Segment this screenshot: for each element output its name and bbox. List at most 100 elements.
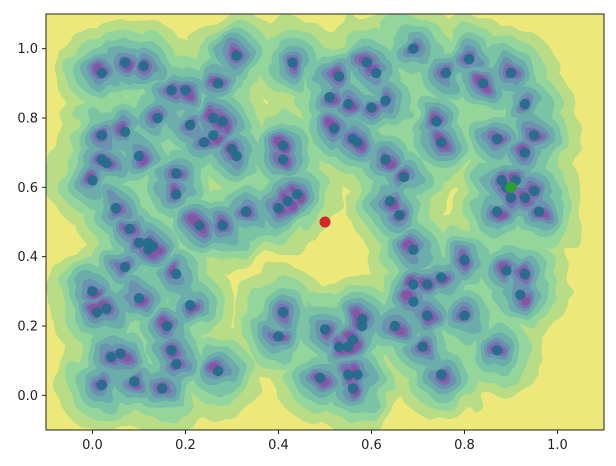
data-point: [91, 306, 103, 318]
contour-level-6: [84, 40, 547, 397]
data-point: [347, 133, 359, 144]
data-point: [273, 202, 284, 214]
data-point: [212, 78, 224, 89]
data-point: [166, 85, 177, 96]
data-point: [408, 244, 419, 255]
data-point: [119, 126, 131, 138]
data-point: [436, 369, 447, 380]
plot-frame: [45, 13, 605, 431]
data-point: [477, 78, 489, 89]
data-point: [110, 202, 121, 214]
data-point: [505, 67, 517, 79]
data-point: [357, 320, 368, 332]
data-point: [431, 116, 442, 127]
data-point: [505, 192, 517, 203]
data-point: [491, 133, 503, 144]
data-point: [133, 293, 145, 304]
data-point: [380, 95, 391, 106]
x-tick-label: 0.2: [175, 438, 196, 453]
data-point: [133, 237, 145, 248]
data-point: [161, 320, 173, 332]
density-contours: [46, 14, 585, 430]
data-point: [408, 296, 419, 307]
data-point: [217, 220, 228, 231]
data-point: [519, 268, 531, 280]
data-point: [212, 365, 224, 377]
data-point: [277, 140, 289, 151]
x-axis: 0.0 0.2 0.4 0.6 0.8 1.0: [82, 430, 568, 453]
y-tick-label: 0.4: [17, 250, 38, 265]
data-point: [277, 306, 289, 318]
data-point: [105, 352, 117, 363]
data-point: [198, 137, 210, 148]
data-point: [133, 150, 145, 162]
data-point: [529, 130, 540, 141]
data-point: [240, 206, 252, 217]
data-point: [529, 185, 540, 196]
data-point: [440, 67, 452, 79]
data-point: [147, 241, 159, 252]
data-point: [129, 376, 140, 387]
data-point: [519, 98, 531, 110]
data-point: [115, 348, 126, 359]
data-point: [347, 334, 359, 346]
data-point: [87, 175, 98, 186]
data-point: [217, 116, 228, 127]
data-point: [343, 369, 354, 380]
data-point: [282, 196, 293, 207]
data-point: [157, 383, 168, 394]
data-point: [333, 71, 345, 82]
x-tick-label: 0.6: [361, 438, 382, 453]
data-point: [533, 206, 545, 217]
data-point: [408, 43, 419, 54]
data-point: [119, 57, 131, 68]
data-point: [436, 137, 447, 148]
data-point: [287, 57, 298, 68]
data-point: [515, 289, 526, 300]
data-point: [519, 192, 531, 203]
data-point: [408, 279, 419, 290]
x-tick-label: 0.4: [268, 438, 289, 453]
data-point: [459, 254, 470, 266]
data-point: [491, 345, 503, 356]
data-point: [343, 98, 354, 110]
data-point: [394, 209, 405, 221]
data-point: [184, 119, 196, 131]
y-tick-label: 0.0: [17, 389, 38, 404]
data-point: [366, 102, 377, 113]
data-point: [463, 53, 475, 65]
plot-area: [46, 14, 604, 430]
data-point: [180, 85, 191, 96]
highlight-points: [319, 181, 517, 228]
data-point: [119, 261, 131, 273]
data-point: [184, 300, 196, 311]
data-point: [329, 123, 340, 134]
highlight-point: [319, 216, 331, 228]
data-point: [208, 112, 219, 124]
data-point: [417, 341, 428, 352]
data-point: [436, 272, 447, 283]
data-point: [291, 189, 303, 200]
data-point: [501, 265, 512, 276]
x-tick-label: 1.0: [547, 438, 568, 453]
data-point: [422, 310, 433, 321]
data-point: [101, 303, 112, 314]
data-point: [124, 223, 135, 235]
data-point: [96, 67, 108, 79]
data-point: [315, 372, 326, 384]
data-point: [389, 320, 400, 332]
y-tick-label: 1.0: [17, 42, 38, 57]
y-tick-label: 0.8: [17, 112, 38, 127]
data-point: [398, 171, 410, 183]
data-point: [96, 130, 108, 141]
data-point: [231, 150, 242, 162]
data-point: [171, 268, 182, 280]
data-point: [138, 60, 149, 72]
data-point: [101, 157, 112, 169]
data-point: [166, 345, 177, 356]
data-point: [384, 196, 396, 207]
data-point: [370, 67, 382, 79]
data-point: [422, 279, 433, 290]
data-point: [171, 168, 182, 179]
